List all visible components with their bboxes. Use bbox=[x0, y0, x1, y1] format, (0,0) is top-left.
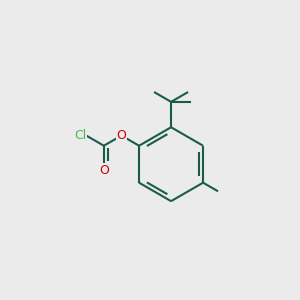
Text: Cl: Cl bbox=[74, 129, 86, 142]
Text: O: O bbox=[116, 129, 126, 142]
Text: O: O bbox=[99, 164, 109, 177]
